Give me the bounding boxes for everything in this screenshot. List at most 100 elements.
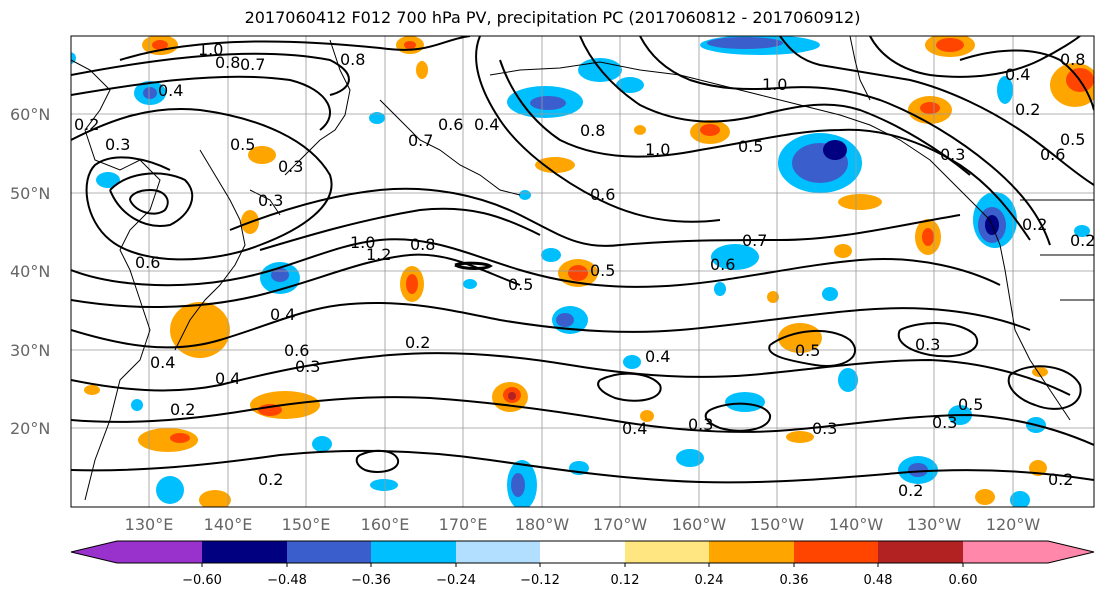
contour-label: 0.8: [410, 235, 435, 254]
contour-label: 0.2: [258, 470, 283, 489]
lat-label: 60°N: [10, 105, 50, 124]
colorbar-tick-label: −0.48: [267, 573, 307, 588]
contour-label: 0.2: [74, 115, 99, 134]
colorbar-segment: [371, 541, 456, 563]
contour-label: 0.6: [284, 341, 309, 360]
pv-contours: [71, 36, 1094, 484]
colorbar-tick-label: −0.36: [351, 573, 391, 588]
precipitation-shading: [71, 36, 1094, 507]
contour-label: 0.6: [1040, 145, 1065, 164]
contour-label: 0.8: [1060, 50, 1085, 69]
contour-label: 1.0: [762, 75, 787, 94]
contour-label: 0.3: [688, 415, 713, 434]
contour-label: 0.4: [645, 347, 670, 366]
lon-label: 180°W: [515, 515, 570, 534]
lat-label: 50°N: [10, 184, 50, 203]
lon-label: 160°W: [672, 515, 727, 534]
latitude-axis: 60°N 50°N 40°N 30°N 20°N: [10, 105, 50, 438]
colorbar-segment: [540, 541, 625, 563]
contour-label: 0.8: [215, 53, 240, 72]
contour-label: 0.4: [270, 305, 295, 324]
contour-label: 0.5: [590, 261, 615, 280]
colorbar-segment: [709, 541, 794, 563]
contour-label: 0.6: [590, 185, 615, 204]
lon-label: 150°E: [282, 515, 331, 534]
colorbar: −0.60 −0.48 −0.36 −0.24 −0.12 0.12 0.24 …: [70, 540, 1095, 588]
contour-label: 0.5: [795, 341, 820, 360]
lon-label: 170°E: [439, 515, 488, 534]
contour-label: 0.3: [258, 191, 283, 210]
contour-label: 0.7: [240, 55, 265, 74]
colorbar-tick-label: 0.12: [611, 573, 640, 588]
colorbar-segment: [878, 541, 963, 563]
contour-label: 0.7: [408, 131, 433, 150]
contour-label: 0.3: [105, 135, 130, 154]
colorbar-extend-low: [71, 541, 117, 563]
contour-label: 0.4: [150, 353, 175, 372]
contour-label: 1.0: [198, 40, 223, 59]
contour-label: 0.5: [508, 275, 533, 294]
lon-label: 130°W: [907, 515, 962, 534]
contour-label: 0.3: [278, 157, 303, 176]
colorbar-segment: [287, 541, 372, 563]
map-border: [70, 35, 1095, 508]
colorbar-tick-label: 0.48: [864, 573, 893, 588]
colorbar-segment: [794, 541, 879, 563]
lat-label: 20°N: [10, 419, 50, 438]
colorbar-tick-label: −0.12: [520, 573, 560, 588]
contour-label: 0.3: [915, 335, 940, 354]
contour-label: 0.8: [340, 50, 365, 69]
contour-label: 0.2: [1070, 231, 1095, 250]
contour-label: 0.2: [170, 400, 195, 419]
colorbar-extend-high: [1048, 541, 1094, 563]
contour-label: 1.0: [645, 140, 670, 159]
contour-label: 0.3: [932, 413, 957, 432]
contour-label: 0.2: [1048, 470, 1073, 489]
contour-label: 0.4: [474, 115, 499, 134]
lon-label: 150°W: [750, 515, 805, 534]
colorbar-segment: [625, 541, 710, 563]
colorbar-segment: [202, 541, 287, 563]
colorbar-segment: [963, 541, 1048, 563]
contour-label: 0.3: [940, 145, 965, 164]
colorbar-segment: [456, 541, 541, 563]
contour-label: 1.2: [366, 245, 391, 264]
lon-label: 170°W: [593, 515, 648, 534]
lat-label: 30°N: [10, 341, 50, 360]
contour-label: 0.6: [135, 253, 160, 272]
contour-label: 0.4: [622, 419, 647, 438]
lat-label: 40°N: [10, 262, 50, 281]
contour-label: 0.4: [158, 81, 183, 100]
contour-label: 0.2: [1022, 215, 1047, 234]
contour-label: 0.8: [580, 121, 605, 140]
colorbar-segment: [117, 541, 202, 563]
contour-label: 0.5: [230, 135, 255, 154]
colorbar-tick-label: −0.60: [182, 573, 222, 588]
contour-label: 0.2: [1015, 100, 1040, 119]
colorbar-tick-label: 0.60: [949, 573, 978, 588]
contour-label: 0.2: [405, 333, 430, 352]
colorbar-tick-label: 0.24: [695, 573, 724, 588]
lon-label: 140°W: [829, 515, 884, 534]
contour-label: 0.6: [438, 115, 463, 134]
colorbar-tick-label: −0.24: [436, 573, 476, 588]
longitude-axis: 130°E 140°E 150°E 160°E 170°E 180°W 170°…: [125, 515, 1041, 534]
contour-label: 0.5: [958, 395, 983, 414]
contour-label: 0.7: [742, 231, 767, 250]
contour-label: 0.6: [710, 255, 735, 274]
contour-label: 0.4: [215, 369, 240, 388]
contour-label: 0.2: [898, 481, 923, 500]
coastlines: [71, 36, 1094, 501]
colorbar-tick-label: 0.36: [780, 573, 809, 588]
map-title: 2017060412 F012 700 hPa PV, precipitatio…: [244, 8, 861, 27]
contour-label: 0.3: [812, 419, 837, 438]
contour-label: 0.5: [1060, 130, 1085, 149]
contour-labels: 1.0 0.8 0.7 0.8 0.4 0.2 0.3 0.5 0.3 0.3 …: [74, 40, 1095, 500]
lon-label: 140°E: [204, 515, 253, 534]
lon-label: 120°W: [986, 515, 1041, 534]
lon-label: 160°E: [361, 515, 410, 534]
contour-label: 0.3: [295, 357, 320, 376]
lon-label: 130°E: [125, 515, 174, 534]
contour-label: 0.4: [1005, 65, 1030, 84]
